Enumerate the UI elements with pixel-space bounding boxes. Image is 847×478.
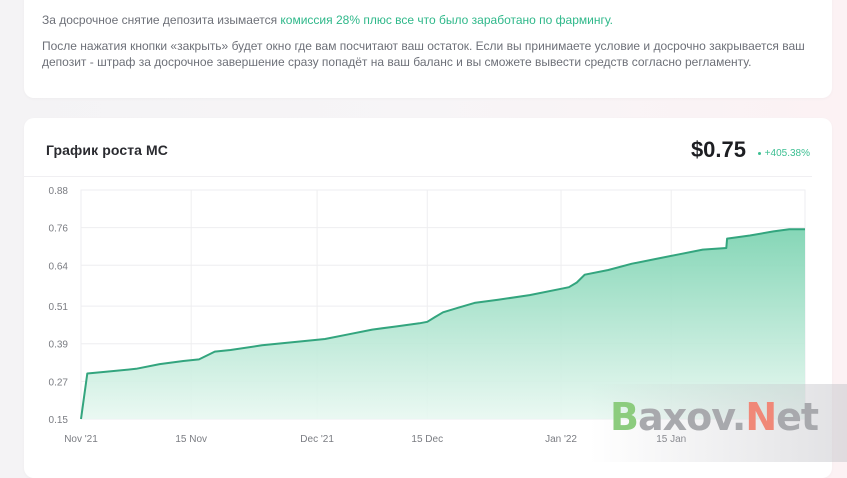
watermark-logo: Baxov.Net: [610, 395, 819, 439]
y-tick-label: 0.64: [49, 261, 69, 272]
x-tick-label: Nov '21: [64, 434, 98, 445]
commission-line: За досрочное снятие депозита изымается к…: [42, 12, 613, 28]
y-tick-label: 0.76: [49, 224, 69, 235]
commission-highlight: комиссия 28% плюс все что было заработан…: [280, 13, 613, 27]
x-tick-label: 15 Nov: [175, 434, 207, 445]
y-tick-label: 0.39: [49, 340, 69, 351]
watermark-end: et: [776, 395, 819, 439]
commission-text: За досрочное снятие депозита изымается: [42, 13, 281, 27]
up-dot-icon: [757, 151, 761, 155]
chart-title: График роста МС: [46, 142, 169, 158]
area-fill: [81, 229, 805, 419]
price-line: [80, 228, 805, 420]
growth-area-chart[interactable]: 0.88 0.76 0.64 0.51 0.39 0.27 0.15 Nov '21 15 No…: [0, 0, 847, 462]
header-divider: [24, 176, 812, 177]
x-tick-label: 15 Dec: [411, 434, 443, 445]
close-instructions-text: После нажатия кнопки «закрыть» будет окн…: [42, 39, 805, 69]
watermark-n: N: [745, 395, 777, 439]
y-tick-label: 0.15: [49, 415, 69, 426]
x-tick-label: Dec '21: [300, 434, 334, 445]
watermark-b: B: [610, 395, 639, 439]
early-withdrawal-notice: За досрочное снятие депозита изымается к…: [24, 0, 832, 98]
price-change-value: +405.38%: [764, 148, 810, 159]
price-change: +405.38%: [757, 148, 810, 159]
watermark-mid: axov.: [637, 395, 746, 439]
y-tick-label: 0.27: [49, 377, 69, 388]
y-tick-label: 0.88: [49, 186, 69, 197]
y-tick-label: 0.51: [49, 302, 69, 313]
watermark-overlay: [590, 384, 847, 462]
current-price: $0.75: [690, 137, 746, 162]
x-tick-label: Jan '22: [545, 434, 577, 445]
